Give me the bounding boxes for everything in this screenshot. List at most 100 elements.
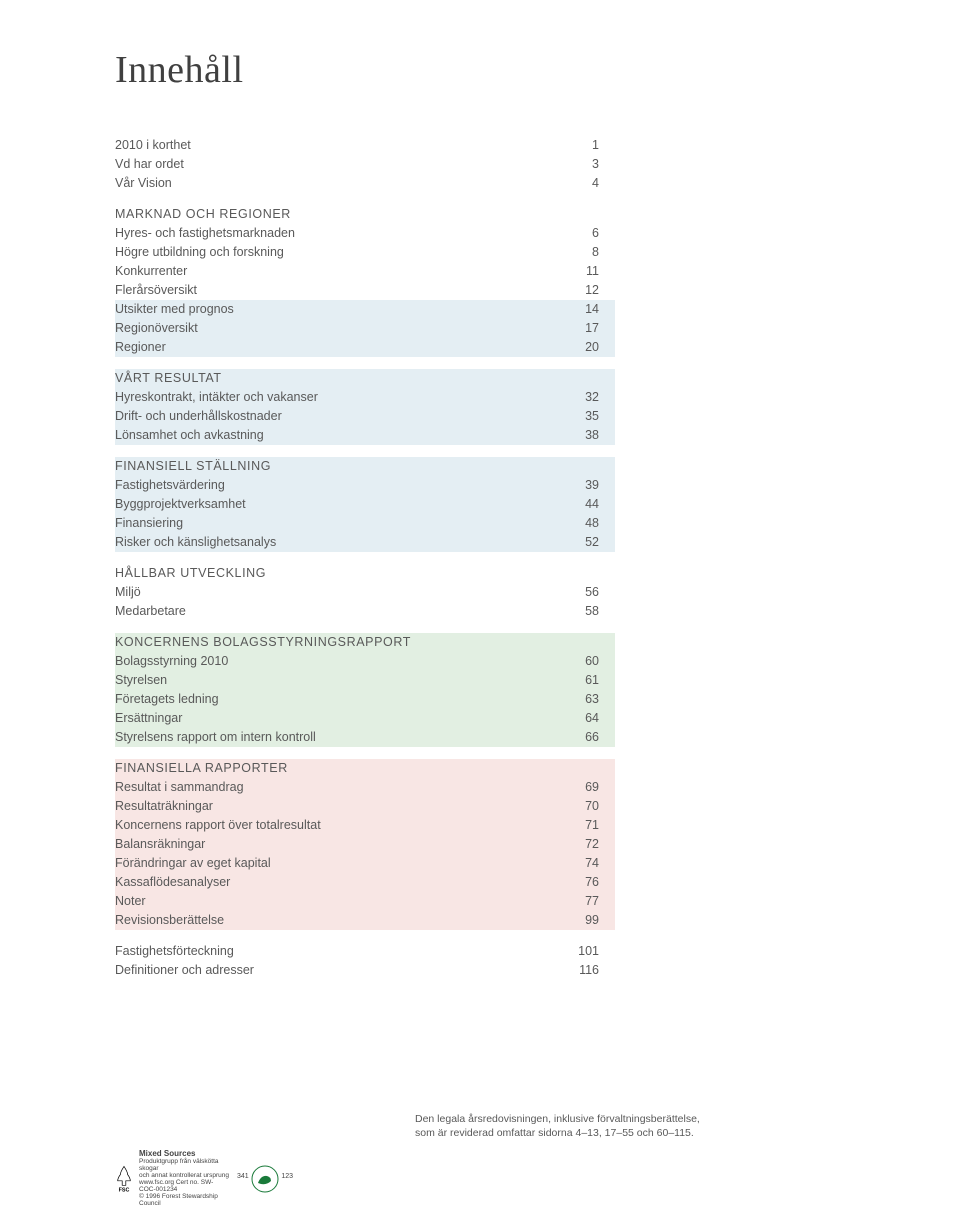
toc-page: 39 bbox=[563, 476, 599, 495]
toc-page: 60 bbox=[563, 652, 599, 671]
toc-label: Regioner bbox=[115, 338, 563, 357]
toc-row: Resultaträkningar70 bbox=[115, 797, 615, 816]
toc-row: Definitioner och adresser116 bbox=[115, 961, 615, 980]
toc-row: Högre utbildning och forskning8 bbox=[115, 243, 615, 262]
toc-row: Styrelsen61 bbox=[115, 671, 615, 690]
toc-row: Regionöversikt17 bbox=[115, 319, 615, 338]
toc-label: Högre utbildning och forskning bbox=[115, 243, 563, 262]
footer-note-line: som är reviderad omfattar sidorna 4–13, … bbox=[415, 1127, 694, 1139]
nordic-swan-logo: 341 123 bbox=[251, 1165, 279, 1193]
toc-row: Kassaflödesanalyser76 bbox=[115, 873, 615, 892]
toc-page: 58 bbox=[563, 602, 599, 621]
toc-page: 116 bbox=[563, 961, 599, 980]
toc-label: Företagets ledning bbox=[115, 690, 563, 709]
toc-page: 3 bbox=[563, 155, 599, 174]
toc-page: 66 bbox=[563, 728, 599, 747]
toc-page: 101 bbox=[563, 942, 599, 961]
toc-label: Ersättningar bbox=[115, 709, 563, 728]
toc-label: Noter bbox=[115, 892, 563, 911]
toc-row: Flerårsöversikt12 bbox=[115, 281, 615, 300]
toc-row: Konkurrenter11 bbox=[115, 262, 615, 281]
toc-label: Hyreskontrakt, intäkter och vakanser bbox=[115, 388, 563, 407]
table-of-contents: 2010 i korthet1 Vd har ordet3 Vår Vision… bbox=[115, 136, 615, 980]
page: Innehåll 2010 i korthet1 Vd har ordet3 V… bbox=[0, 0, 960, 980]
toc-label: Miljö bbox=[115, 583, 563, 602]
toc-page: 38 bbox=[563, 426, 599, 445]
toc-row: Finansiering48 bbox=[115, 514, 615, 533]
toc-page: 70 bbox=[563, 797, 599, 816]
toc-page: 44 bbox=[563, 495, 599, 514]
toc-label: Medarbetare bbox=[115, 602, 563, 621]
toc-label: Utsikter med prognos bbox=[115, 300, 563, 319]
toc-page: 35 bbox=[563, 407, 599, 426]
toc-page: 48 bbox=[563, 514, 599, 533]
toc-label: Drift- och underhållskostnader bbox=[115, 407, 563, 426]
page-title: Innehåll bbox=[115, 48, 960, 92]
toc-section-header: FINANSIELL STÄLLNING bbox=[115, 457, 615, 476]
toc-row: Miljö56 bbox=[115, 583, 615, 602]
toc-row: Koncernens rapport över totalresultat71 bbox=[115, 816, 615, 835]
toc-label: Förändringar av eget kapital bbox=[115, 854, 563, 873]
toc-row: Lönsamhet och avkastning38 bbox=[115, 426, 615, 445]
toc-page: 4 bbox=[563, 174, 599, 193]
toc-page: 72 bbox=[563, 835, 599, 854]
toc-label: Koncernens rapport över totalresultat bbox=[115, 816, 563, 835]
footer-note-line: Den legala årsredovisningen, inklusive f… bbox=[415, 1113, 700, 1125]
toc-label: Resultat i sammandrag bbox=[115, 778, 563, 797]
toc-page: 77 bbox=[563, 892, 599, 911]
toc-label: Balansräkningar bbox=[115, 835, 563, 854]
toc-section-header: FINANSIELLA RAPPORTER bbox=[115, 759, 615, 778]
toc-page: 63 bbox=[563, 690, 599, 709]
toc-row: Ersättningar64 bbox=[115, 709, 615, 728]
toc-label: Konkurrenter bbox=[115, 262, 563, 281]
fsc-tree-icon: FSC bbox=[115, 1165, 133, 1193]
toc-page: 56 bbox=[563, 583, 599, 602]
toc-label: Flerårsöversikt bbox=[115, 281, 563, 300]
toc-label: Resultaträkningar bbox=[115, 797, 563, 816]
toc-label: Bolagsstyrning 2010 bbox=[115, 652, 563, 671]
fsc-logo: FSC Mixed Sources Produktgrupp från väls… bbox=[115, 1150, 229, 1207]
toc-row: Revisionsberättelse99 bbox=[115, 911, 615, 930]
toc-row: Resultat i sammandrag69 bbox=[115, 778, 615, 797]
certification-logos: FSC Mixed Sources Produktgrupp från väls… bbox=[115, 1150, 279, 1207]
toc-section-header: KONCERNENS BOLAGSSTYRNINGSRAPPORT bbox=[115, 633, 615, 652]
toc-label: 2010 i korthet bbox=[115, 136, 563, 155]
toc-page: 74 bbox=[563, 854, 599, 873]
toc-row: Risker och känslighetsanalys52 bbox=[115, 533, 615, 552]
swan-number-left: 341 bbox=[237, 1173, 249, 1180]
fsc-line: © 1996 Forest Stewardship Council bbox=[139, 1193, 218, 1207]
spacer bbox=[115, 930, 615, 942]
footer-note: Den legala årsredovisningen, inklusive f… bbox=[415, 1112, 815, 1140]
fsc-line: Produktgrupp från välskötta skogar bbox=[139, 1158, 219, 1172]
toc-row: Utsikter med prognos14 bbox=[115, 300, 615, 319]
toc-label: Lönsamhet och avkastning bbox=[115, 426, 563, 445]
fsc-text: Mixed Sources Produktgrupp från välskött… bbox=[139, 1150, 229, 1207]
toc-row: Byggprojektverksamhet44 bbox=[115, 495, 615, 514]
toc-page: 71 bbox=[563, 816, 599, 835]
toc-row: Regioner20 bbox=[115, 338, 615, 357]
toc-page: 76 bbox=[563, 873, 599, 892]
toc-label: Fastighetsförteckning bbox=[115, 942, 563, 961]
toc-page: 32 bbox=[563, 388, 599, 407]
toc-section-header: HÅLLBAR UTVECKLING bbox=[115, 564, 615, 583]
toc-page: 20 bbox=[563, 338, 599, 357]
toc-page: 99 bbox=[563, 911, 599, 930]
toc-label: Hyres- och fastighetsmarknaden bbox=[115, 224, 563, 243]
svg-text:FSC: FSC bbox=[119, 1187, 130, 1192]
toc-page: 8 bbox=[563, 243, 599, 262]
fsc-line: och annat kontrollerat ursprung bbox=[139, 1172, 229, 1179]
toc-row: Vd har ordet3 bbox=[115, 155, 615, 174]
toc-page: 64 bbox=[563, 709, 599, 728]
toc-row: Förändringar av eget kapital74 bbox=[115, 854, 615, 873]
swan-icon bbox=[251, 1165, 279, 1193]
toc-row: Hyres- och fastighetsmarknaden6 bbox=[115, 224, 615, 243]
toc-label: Revisionsberättelse bbox=[115, 911, 563, 930]
toc-label: Fastighetsvärdering bbox=[115, 476, 563, 495]
toc-page: 1 bbox=[563, 136, 599, 155]
toc-page: 11 bbox=[563, 262, 599, 281]
toc-row: Drift- och underhållskostnader35 bbox=[115, 407, 615, 426]
toc-row: Fastighetsförteckning101 bbox=[115, 942, 615, 961]
toc-label: Definitioner och adresser bbox=[115, 961, 563, 980]
fsc-line: www.fsc.org Cert no. SW-COC-001234 bbox=[139, 1179, 213, 1193]
toc-page: 17 bbox=[563, 319, 599, 338]
